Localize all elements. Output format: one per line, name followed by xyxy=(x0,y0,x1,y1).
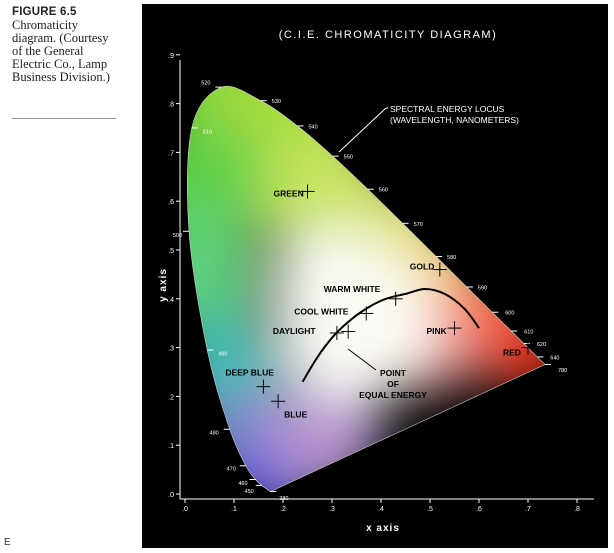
wavelength-label: 490 xyxy=(218,352,227,358)
blackbody-locus-curve xyxy=(301,287,480,383)
point-label: DAYLIGHT xyxy=(273,326,316,336)
wavelength-label: 640 xyxy=(550,355,559,361)
figure-caption: FIGURE 6.5 Chromaticity diagram. (Courte… xyxy=(12,6,120,119)
y-tick-label: .9 xyxy=(168,53,174,60)
y-tick-label: .2 xyxy=(168,394,174,401)
point-label: GREEN xyxy=(274,188,304,198)
y-axis-label: y axis xyxy=(158,268,169,302)
equal-energy-label-2: OF xyxy=(387,379,399,389)
x-tick-label: .1 xyxy=(231,506,237,513)
wavelength-label: 530 xyxy=(272,99,281,105)
figure-label: FIGURE 6.5 xyxy=(12,6,77,18)
wavelength-label: 380 xyxy=(279,496,288,502)
x-tick-label: .8 xyxy=(574,506,580,513)
wavelength-label: 540 xyxy=(309,124,318,130)
y-tick-label: .6 xyxy=(168,199,174,206)
locus-annotation-line-1: SPECTRAL ENERGY LOCUS xyxy=(390,104,505,114)
y-tick-label: .0 xyxy=(168,492,174,499)
wavelength-label: 580 xyxy=(447,255,456,261)
wavelength-label: 600 xyxy=(505,311,514,317)
point-label: PINK xyxy=(427,326,448,336)
equal-energy-label-1: POINT xyxy=(380,368,407,378)
spectral-locus-outline xyxy=(187,85,546,492)
x-tick-label: .7 xyxy=(525,506,531,513)
equal-energy-label-3: EQUAL ENERGY xyxy=(359,390,427,400)
point-label: RED xyxy=(503,348,521,358)
y-tick-label: .3 xyxy=(168,346,174,353)
point-label: COOL WHITE xyxy=(294,306,348,316)
wavelength-label: 450 xyxy=(245,489,254,495)
light-source-points: GREEN GOLD WARM WHITE COOL WHITE DAYLIGHT PIN… xyxy=(225,184,535,419)
wavelength-label: 500 xyxy=(173,233,182,239)
corner-mark: E xyxy=(4,537,11,548)
wavelength-label: 610 xyxy=(524,330,533,336)
x-tick-label: .4 xyxy=(378,506,384,513)
y-tick-label: .5 xyxy=(168,248,174,255)
wavelength-label: 480 xyxy=(210,431,219,437)
chromaticity-diagram: (C.I.E. CHROMATICITY DIAGRAM) .0 .1 .2 .3 .4… xyxy=(158,29,594,534)
wavelength-label: 780 xyxy=(558,368,567,374)
point-label: GOLD xyxy=(410,262,435,272)
color-gamut-fill xyxy=(187,86,546,492)
locus-annotation: SPECTRAL ENERGY LOCUS (WAVELENGTH, NANOM… xyxy=(338,104,519,153)
y-tick-label: .1 xyxy=(168,443,174,450)
point-label: WARM WHITE xyxy=(324,284,381,294)
wavelength-label: 560 xyxy=(379,188,388,194)
wavelength-label: 550 xyxy=(344,155,353,161)
wavelength-label: 470 xyxy=(227,466,236,472)
wavelength-label: 520 xyxy=(201,81,210,87)
locus-annotation-leader xyxy=(338,107,387,153)
caption-divider xyxy=(12,118,116,119)
wavelength-label: 570 xyxy=(414,222,423,228)
wavelength-label: 620 xyxy=(537,342,546,348)
x-tick-label: .2 xyxy=(280,506,286,513)
chart-axes: .0 .1 .2 .3 .4 .5 .6 .7 .8 .9 .0 .1 .2 .3 .4 .5 .6 .7 .8 xyxy=(168,53,594,513)
point-label: BLUE xyxy=(284,409,307,419)
equal-energy-annotation: POINT OF EQUAL ENERGY xyxy=(347,348,427,400)
point-label: DEEP BLUE xyxy=(225,368,274,378)
x-axis-label: x axis xyxy=(366,523,400,534)
locus-annotation-line-2: (WAVELENGTH, NANOMETERS) xyxy=(390,115,519,125)
wavelength-label: 510 xyxy=(203,129,212,135)
x-tick-label: .5 xyxy=(427,506,433,513)
y-tick-label: .4 xyxy=(168,297,174,304)
chromaticity-diagram-panel: (C.I.E. CHROMATICITY DIAGRAM) .0 .1 .2 .3 .4… xyxy=(142,4,608,548)
x-tick-label: .0 xyxy=(182,506,188,513)
y-tick-label: .7 xyxy=(168,150,174,157)
wavelength-label: 460 xyxy=(238,481,247,487)
y-tick-label: .8 xyxy=(168,102,174,109)
wavelength-label: 590 xyxy=(478,285,487,291)
x-tick-label: .6 xyxy=(476,506,482,513)
x-tick-label: .3 xyxy=(329,506,335,513)
wavelength-markers: 380 450 460 470 480 490 500 510 520 530 540 550 560 5… xyxy=(173,81,567,502)
figure-caption-text: Chromaticity diagram. (Courtesy of the G… xyxy=(12,18,110,84)
equal-energy-leader xyxy=(347,348,377,371)
diagram-title: (C.I.E. CHROMATICITY DIAGRAM) xyxy=(279,29,498,41)
